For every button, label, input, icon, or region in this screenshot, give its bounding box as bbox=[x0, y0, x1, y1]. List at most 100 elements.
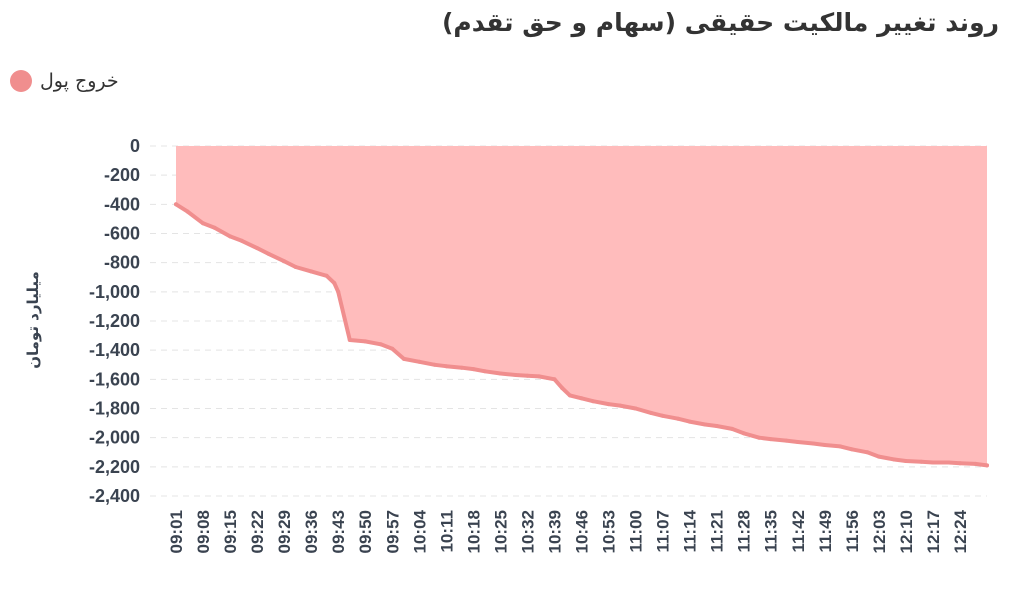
data-point[interactable] bbox=[687, 419, 692, 424]
data-point[interactable] bbox=[347, 338, 352, 342]
data-point[interactable] bbox=[633, 406, 638, 411]
x-tick-label: 10:04 bbox=[410, 509, 429, 553]
x-tick-label: 09:29 bbox=[275, 510, 294, 553]
data-point[interactable] bbox=[212, 225, 217, 230]
x-tick-label: 09:08 bbox=[194, 510, 213, 553]
data-point[interactable] bbox=[741, 431, 746, 436]
data-point[interactable] bbox=[459, 365, 464, 370]
data-point[interactable] bbox=[560, 386, 565, 391]
data-point[interactable] bbox=[714, 424, 719, 428]
data-point[interactable] bbox=[401, 356, 406, 361]
data-point[interactable] bbox=[444, 364, 449, 369]
data-point[interactable] bbox=[660, 413, 665, 418]
data-point[interactable] bbox=[483, 369, 487, 374]
data-point[interactable] bbox=[591, 399, 596, 404]
data-point[interactable] bbox=[606, 402, 611, 407]
data-point[interactable] bbox=[332, 281, 337, 286]
legend[interactable]: خروج پول bbox=[10, 70, 119, 92]
y-tick-label: -1,600 bbox=[89, 369, 140, 389]
data-point[interactable] bbox=[201, 221, 205, 226]
data-point[interactable] bbox=[567, 393, 572, 398]
x-tick-label: 11:35 bbox=[762, 510, 781, 553]
x-tick-label: 09:36 bbox=[302, 510, 321, 553]
data-point[interactable] bbox=[903, 459, 908, 463]
data-point[interactable] bbox=[784, 438, 789, 443]
data-point[interactable] bbox=[513, 373, 518, 377]
x-tick-label: 09:22 bbox=[248, 510, 267, 553]
data-point[interactable] bbox=[676, 416, 680, 421]
data-point[interactable] bbox=[537, 374, 541, 379]
data-point[interactable] bbox=[892, 457, 897, 462]
x-tick-label: 09:50 bbox=[356, 510, 375, 553]
data-point[interactable] bbox=[838, 444, 843, 449]
data-point[interactable] bbox=[552, 377, 557, 382]
x-tick-label: 11:42 bbox=[789, 510, 808, 553]
data-point[interactable] bbox=[185, 209, 190, 214]
data-point[interactable] bbox=[174, 202, 178, 207]
x-tick-label: 10:18 bbox=[464, 510, 483, 553]
y-axis-label: میلیارد تومان bbox=[24, 271, 42, 369]
data-point[interactable] bbox=[579, 396, 584, 401]
data-point[interactable] bbox=[822, 443, 827, 447]
data-point[interactable] bbox=[417, 359, 422, 364]
area-layer bbox=[174, 146, 989, 468]
y-axis: 0 -200 -400 -600 -800 -1,000 -1,200 -1,400 -1,60… bbox=[89, 136, 140, 506]
x-tick-label: 12:10 bbox=[897, 510, 916, 553]
y-tick-label: 0 bbox=[130, 136, 140, 156]
x-tick-label: 10:25 bbox=[491, 510, 510, 553]
data-point[interactable] bbox=[390, 346, 395, 351]
y-tick-label: -1,800 bbox=[89, 399, 140, 419]
x-tick-label: 12:17 bbox=[924, 510, 943, 553]
data-point[interactable] bbox=[363, 339, 368, 344]
data-point[interactable] bbox=[876, 454, 881, 459]
data-point[interactable] bbox=[525, 373, 530, 378]
y-tick-label: -2,200 bbox=[89, 457, 140, 477]
data-point[interactable] bbox=[865, 450, 870, 455]
data-point[interactable] bbox=[239, 238, 244, 243]
data-point[interactable] bbox=[973, 461, 978, 466]
x-tick-label: 10:32 bbox=[518, 510, 537, 553]
data-point[interactable] bbox=[930, 460, 935, 465]
data-point[interactable] bbox=[471, 367, 476, 372]
data-point[interactable] bbox=[811, 441, 816, 446]
chart-title: روند تغییر مالکیت حقیقی (سهام و حق تقدم) bbox=[442, 8, 999, 37]
data-point[interactable] bbox=[768, 437, 773, 442]
x-tick-label: 10:46 bbox=[573, 510, 592, 553]
data-point[interactable] bbox=[293, 265, 298, 269]
x-tick-label: 12:03 bbox=[870, 510, 889, 553]
data-point[interactable] bbox=[432, 362, 437, 367]
data-point[interactable] bbox=[498, 371, 503, 376]
data-point[interactable] bbox=[309, 269, 314, 274]
data-point[interactable] bbox=[378, 342, 383, 347]
data-point[interactable] bbox=[336, 289, 341, 294]
y-tick-label: -2,400 bbox=[89, 486, 140, 506]
data-point[interactable] bbox=[618, 403, 623, 408]
x-tick-label: 11:49 bbox=[816, 510, 835, 553]
data-point[interactable] bbox=[324, 273, 329, 278]
data-point[interactable] bbox=[919, 459, 924, 464]
data-point[interactable] bbox=[730, 426, 735, 431]
y-tick-label: -1,200 bbox=[89, 311, 140, 331]
data-point[interactable] bbox=[849, 447, 854, 452]
x-tick-label: 11:07 bbox=[654, 510, 673, 553]
data-point[interactable] bbox=[255, 246, 260, 251]
data-point[interactable] bbox=[703, 422, 708, 427]
y-tick-label: -200 bbox=[104, 165, 140, 185]
x-tick-label: 11:28 bbox=[735, 510, 754, 553]
data-point[interactable] bbox=[282, 259, 287, 264]
data-point[interactable] bbox=[757, 435, 762, 440]
data-point[interactable] bbox=[958, 461, 962, 466]
data-point[interactable] bbox=[649, 410, 653, 415]
data-point[interactable] bbox=[228, 234, 233, 239]
y-tick-label: -600 bbox=[104, 224, 140, 244]
y-tick-label: -400 bbox=[104, 194, 140, 214]
data-point[interactable] bbox=[985, 463, 989, 468]
y-tick-label: -1,400 bbox=[89, 340, 140, 360]
data-point[interactable] bbox=[946, 460, 951, 465]
data-point[interactable] bbox=[266, 251, 271, 256]
area-fill bbox=[176, 146, 987, 466]
x-tick-label: 09:57 bbox=[383, 510, 402, 553]
y-tick-label: -800 bbox=[104, 253, 140, 273]
data-point[interactable] bbox=[795, 440, 800, 444]
